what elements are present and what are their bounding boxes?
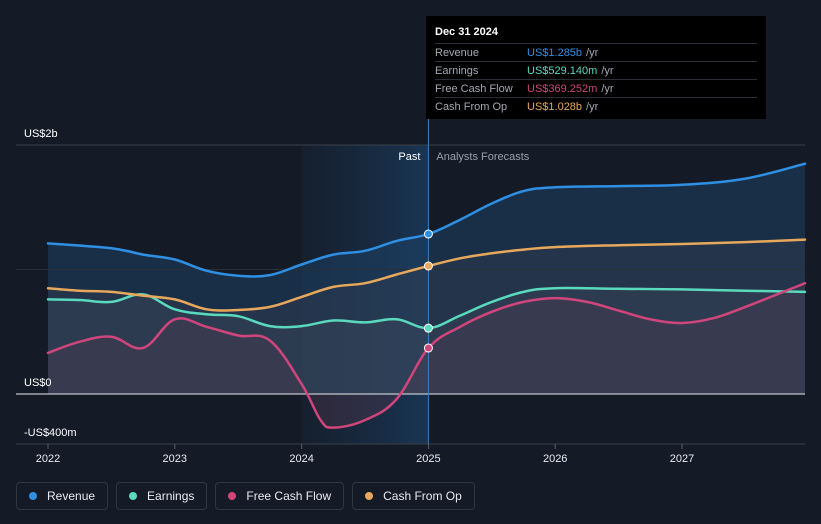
y-axis-label: -US$400m bbox=[24, 427, 77, 439]
legend-dot-icon bbox=[228, 492, 237, 500]
x-tick-label: 2022 bbox=[36, 453, 60, 465]
tooltip-row-free-cash-flow: Free Cash Flow US$369.252m /yr bbox=[435, 79, 757, 97]
tooltip-label: Cash From Op bbox=[435, 100, 508, 113]
tooltip-value: US$369.252m bbox=[527, 82, 598, 95]
legend-item-free-cash-flow[interactable]: Free Cash Flow bbox=[215, 482, 345, 510]
legend-item-cash-from-op[interactable]: Cash From Op bbox=[352, 482, 475, 510]
tooltip-unit: /yr bbox=[601, 82, 614, 95]
legend-label: Cash From Op bbox=[383, 489, 462, 503]
marker-revenue bbox=[423, 229, 433, 239]
marker-earnings bbox=[423, 323, 433, 333]
tooltip-value: US$529.140m bbox=[527, 64, 598, 77]
tooltip-unit: /yr bbox=[601, 64, 614, 77]
tooltip-row-earnings: Earnings US$529.140m /yr bbox=[435, 61, 757, 79]
legend-label: Earnings bbox=[147, 489, 195, 503]
x-tick-label: 2024 bbox=[289, 453, 313, 465]
tooltip-row-cash-from-op: Cash From Op US$1.028b /yr bbox=[435, 97, 757, 115]
x-tick-label: 2025 bbox=[416, 453, 440, 465]
tooltip-label: Revenue bbox=[435, 46, 480, 59]
legend-item-earnings[interactable]: Earnings bbox=[116, 482, 208, 510]
x-tick-label: 2023 bbox=[163, 453, 187, 465]
line-free-cash-flow bbox=[46, 281, 807, 429]
tooltip-unit: /yr bbox=[586, 100, 599, 113]
legend-label: Free Cash Flow bbox=[246, 489, 332, 503]
line-revenue bbox=[46, 162, 807, 278]
tooltip-row-revenue: Revenue US$1.285b /yr bbox=[435, 43, 757, 61]
legend-dot-icon bbox=[129, 492, 138, 500]
tooltip: Dec 31 2024 Revenue US$1.285b /yr Earnin… bbox=[426, 16, 766, 119]
x-tick-label: 2027 bbox=[670, 453, 694, 465]
legend-dot-icon bbox=[29, 492, 37, 500]
marker-free-cash-flow bbox=[423, 343, 433, 353]
area-cash-from-op bbox=[48, 239, 805, 394]
legend-dot-icon bbox=[365, 492, 374, 500]
area-earnings bbox=[48, 288, 805, 394]
tooltip-date: Dec 31 2024 bbox=[435, 26, 498, 38]
area-free-cash-flow bbox=[48, 283, 805, 428]
tooltip-value: US$1.285b bbox=[527, 46, 583, 59]
legend: Revenue Earnings Free Cash Flow Cash Fro… bbox=[16, 482, 475, 510]
x-tick-label: 2026 bbox=[543, 453, 567, 465]
tooltip-value: US$1.028b bbox=[527, 100, 583, 113]
forecast-label: Analysts Forecasts bbox=[436, 151, 529, 163]
past-label: Past bbox=[398, 151, 420, 163]
tooltip-label: Free Cash Flow bbox=[435, 82, 513, 95]
line-cash-from-op bbox=[46, 238, 807, 312]
y-axis-label: US$2b bbox=[24, 128, 58, 140]
legend-label: Revenue bbox=[47, 489, 96, 503]
y-axis-label: US$0 bbox=[24, 377, 52, 389]
marker-cash-from-op bbox=[423, 261, 433, 271]
tooltip-label: Earnings bbox=[435, 64, 479, 77]
legend-item-revenue[interactable]: Revenue bbox=[16, 482, 109, 510]
tooltip-unit: /yr bbox=[586, 46, 599, 59]
